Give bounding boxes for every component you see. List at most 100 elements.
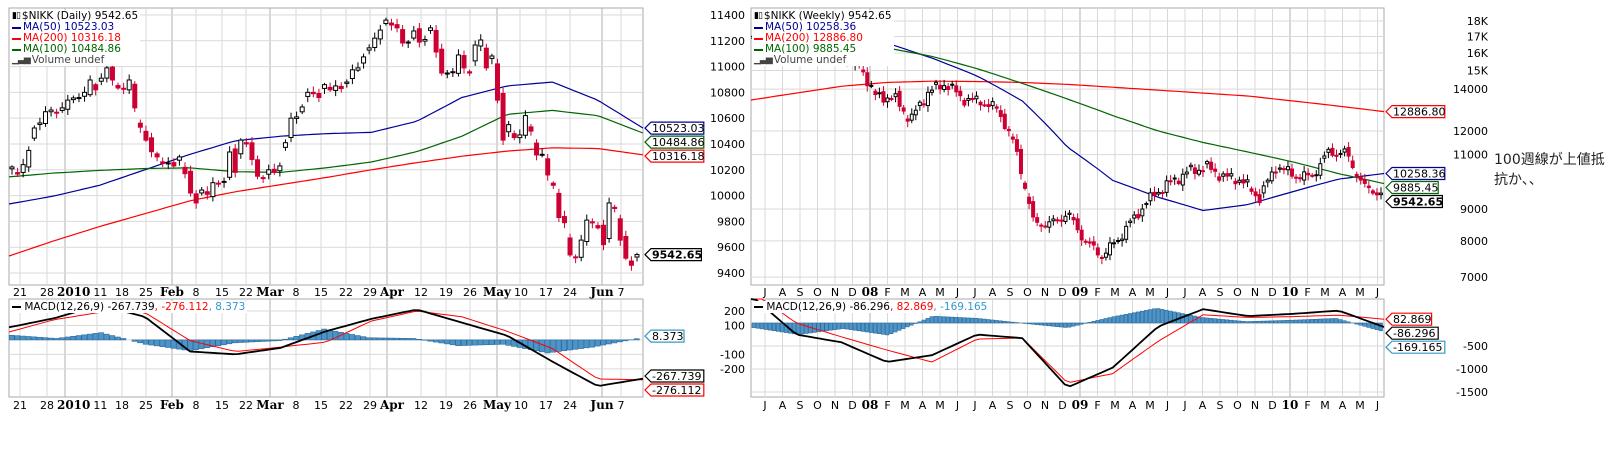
- candle-body: [349, 69, 355, 80]
- candle-body: [31, 127, 37, 139]
- y-tick-label: 18K: [1467, 15, 1489, 28]
- candle-body: [1144, 202, 1149, 206]
- candle-body: [472, 44, 478, 62]
- candle: [1192, 163, 1197, 180]
- candle: [65, 94, 71, 116]
- macd-value-tag-box: [1385, 326, 1439, 340]
- candle-body: [327, 86, 333, 91]
- macd-histogram-bar: [293, 335, 300, 341]
- x-tick-label: F: [884, 286, 890, 299]
- macd-histogram-bar: [1338, 319, 1343, 324]
- macd-histogram-bar: [1277, 320, 1282, 324]
- candle-body: [54, 111, 60, 114]
- candle: [1213, 163, 1218, 178]
- macd-x-tick-label: A: [919, 399, 927, 412]
- candle-body: [1018, 148, 1023, 175]
- x-tick-label: 26: [463, 286, 477, 299]
- macd-histogram-bar: [1346, 321, 1351, 324]
- x-tick-label: 22: [239, 286, 253, 299]
- candle: [1290, 163, 1295, 179]
- macd-x-tick-label: 08: [862, 398, 879, 412]
- candle: [215, 180, 221, 188]
- candle: [1379, 187, 1383, 200]
- candle-body: [500, 93, 506, 141]
- candle-body: [1014, 139, 1019, 152]
- macd-x-tick-label: 26: [463, 399, 477, 412]
- candle: [986, 98, 991, 113]
- candle: [472, 40, 478, 66]
- volume-bars-icon: ▁▃▅: [12, 55, 31, 65]
- candle-body: [143, 130, 149, 141]
- candle: [1035, 213, 1040, 227]
- macd-histogram-bar: [998, 320, 1003, 324]
- candle-body: [82, 91, 88, 97]
- x-tick-label: M: [1110, 286, 1120, 299]
- macd-histogram-bar: [1144, 310, 1149, 324]
- candle: [946, 83, 951, 96]
- candle: [506, 120, 512, 137]
- x-tick-label: 24: [563, 286, 577, 299]
- y-tick-label: 10600: [710, 112, 745, 125]
- macd-y-tick-label: -1500: [1456, 386, 1488, 399]
- candle-body: [1294, 176, 1299, 179]
- candle-body: [1229, 173, 1234, 177]
- candle-body: [1350, 160, 1355, 169]
- macd-histogram-bar: [248, 339, 255, 343]
- candle-body: [171, 162, 177, 167]
- candle: [1002, 108, 1007, 131]
- candle-body: [589, 221, 595, 224]
- macd-histogram-bar: [1309, 319, 1315, 324]
- candle: [1103, 247, 1108, 261]
- candle: [82, 86, 88, 102]
- candle: [954, 80, 959, 97]
- macd-histogram-bar: [1342, 320, 1347, 324]
- macd-x-tick-label: 22: [239, 399, 253, 412]
- y-tick-label: 10200: [710, 164, 745, 177]
- signal-value-tag: 82.869: [1393, 313, 1432, 326]
- weekly-volume-legend: Volume undef: [773, 54, 847, 66]
- candle: [500, 87, 506, 145]
- x-tick-label: J: [955, 286, 959, 299]
- candle: [1055, 216, 1060, 224]
- candle: [982, 100, 987, 108]
- candle: [1298, 173, 1303, 183]
- weekly-signal-value: 82.869: [890, 301, 933, 313]
- candle: [149, 132, 155, 158]
- macd-histogram-bar: [1245, 321, 1250, 324]
- candle: [1160, 189, 1165, 199]
- candle: [422, 35, 428, 46]
- candle: [929, 85, 934, 96]
- candle-body: [1075, 218, 1080, 231]
- candle: [411, 26, 417, 41]
- candle: [444, 69, 450, 79]
- macd-histogram-bar: [1358, 322, 1363, 326]
- candle: [249, 137, 255, 166]
- macd-histogram-bar: [1095, 320, 1100, 324]
- macd-histogram-bar: [25, 336, 32, 341]
- candle-body: [188, 170, 194, 194]
- candle: [938, 80, 943, 95]
- candle: [76, 93, 82, 103]
- macd-histogram-bar: [539, 339, 545, 353]
- macd-histogram-bar: [1067, 322, 1072, 328]
- candle-body: [934, 81, 939, 85]
- macd-x-tick-label: S: [797, 399, 804, 412]
- candle: [349, 64, 355, 85]
- x-tick-label: 28: [40, 286, 54, 299]
- candle-body: [889, 97, 894, 100]
- macd-histogram-bar: [1273, 320, 1278, 324]
- macd-histogram-bar: [1188, 314, 1193, 324]
- candle: [160, 157, 166, 168]
- candle: [1067, 210, 1072, 220]
- macd-x-tick-label: 18: [115, 399, 129, 412]
- candle: [294, 111, 300, 124]
- candle-body: [1290, 168, 1295, 177]
- y-tick-label: 10400: [710, 138, 745, 151]
- candle-body: [260, 177, 266, 180]
- macd-histogram-bar: [193, 339, 199, 351]
- candle: [405, 40, 411, 48]
- candle: [1362, 173, 1367, 188]
- macd-histogram-bar: [410, 338, 417, 341]
- candle-body: [1132, 214, 1137, 219]
- macd-histogram-bar: [1135, 311, 1141, 324]
